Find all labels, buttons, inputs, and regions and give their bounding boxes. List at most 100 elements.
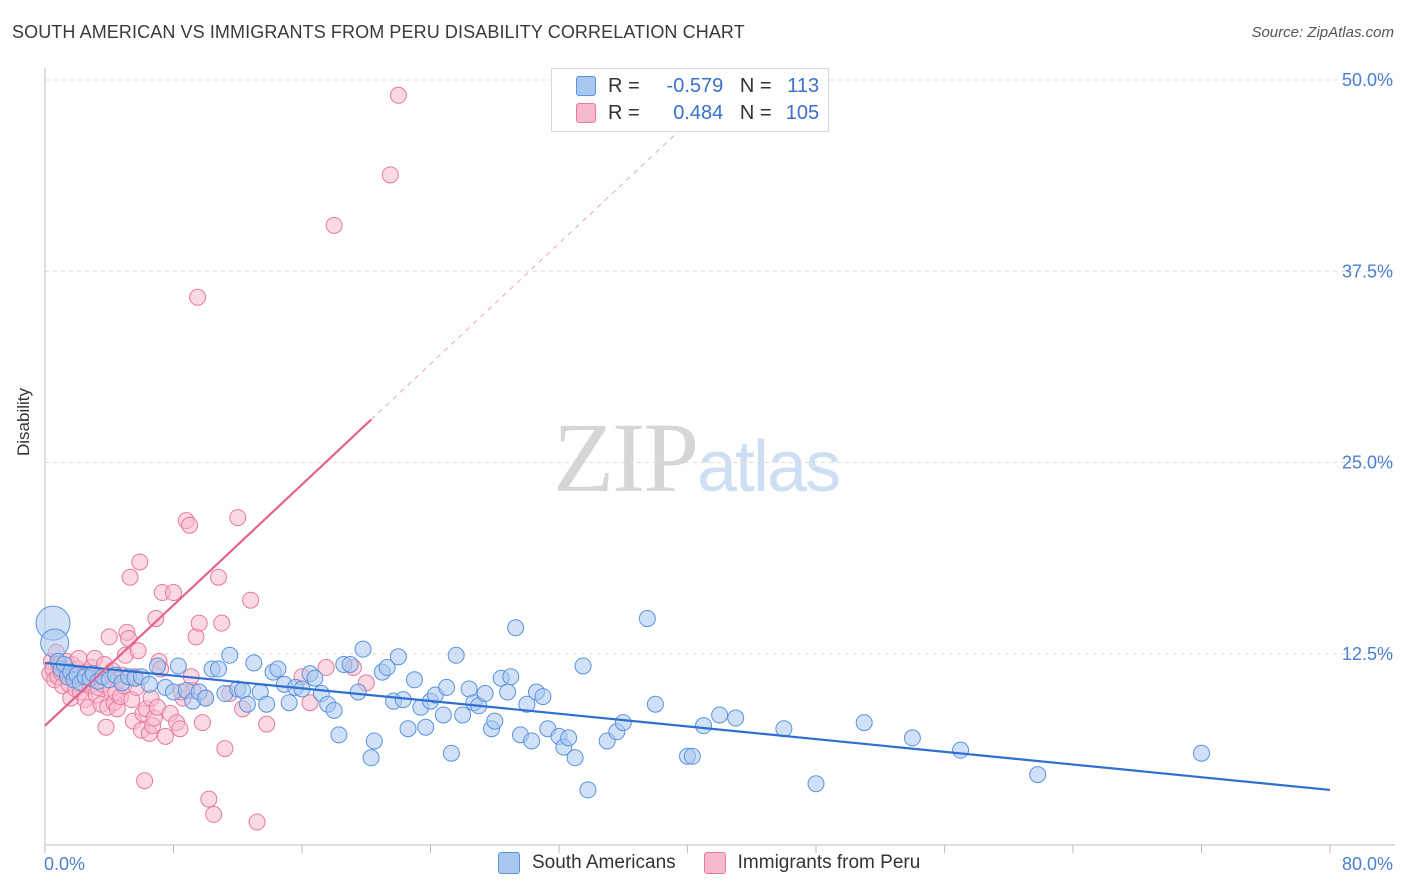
- x-tick-label: 0.0%: [44, 854, 85, 874]
- data-point-peru: [317, 659, 335, 677]
- data-point-peru: [216, 740, 234, 758]
- data-point-south-american: [245, 654, 263, 672]
- data-point-south-american: [646, 695, 664, 713]
- trend-line-peru: [44, 418, 372, 727]
- data-point-peru: [190, 614, 208, 632]
- data-point-peru: [181, 516, 199, 534]
- y-tick-label: 25.0%: [1342, 453, 1393, 473]
- data-point-south-american: [566, 749, 584, 767]
- data-point-peru: [121, 568, 139, 586]
- data-point-south-american: [197, 689, 215, 707]
- data-point-south-american: [476, 685, 494, 703]
- data-point-south-american: [341, 655, 359, 673]
- data-point-south-american: [238, 695, 256, 713]
- data-point-peru: [248, 813, 266, 831]
- data-point-south-american: [1193, 744, 1210, 762]
- data-point-south-american: [365, 732, 383, 750]
- data-point-south-american: [399, 720, 417, 738]
- data-point-peru: [100, 628, 118, 646]
- legend-label: Immigrants from Peru: [737, 852, 921, 873]
- data-point-south-american: [855, 714, 873, 732]
- data-point-peru: [301, 694, 319, 712]
- data-point-peru: [200, 790, 218, 808]
- series-south-american-points: [35, 605, 1210, 799]
- data-point-peru: [165, 584, 182, 602]
- data-point-south-american: [486, 712, 504, 730]
- axes: [44, 68, 1395, 853]
- data-point-south-american: [280, 694, 298, 712]
- trend-line-peru-extension: [370, 130, 680, 421]
- legend-item-peru: Immigrants from Peru: [703, 852, 921, 874]
- legend-item-south-americans: South Americans: [498, 852, 676, 874]
- n-value: 105: [785, 101, 820, 124]
- data-point-south-american: [389, 648, 407, 666]
- data-point-south-american: [221, 646, 239, 664]
- data-point-south-american: [454, 706, 472, 724]
- r-value: 0.484: [673, 101, 724, 124]
- trend-lines: [44, 130, 1331, 792]
- y-tick-label: 12.5%: [1342, 644, 1393, 664]
- data-point-south-american: [727, 709, 745, 727]
- r-value: -0.579: [666, 74, 724, 97]
- data-point-peru: [242, 591, 260, 609]
- legend-swatch-blue: [576, 76, 596, 96]
- data-point-south-american: [148, 657, 166, 675]
- legend-swatch-pink: [703, 852, 726, 874]
- n-value: 113: [787, 74, 820, 97]
- chart-title: SOUTH AMERICAN VS IMMIGRANTS FROM PERU D…: [12, 22, 745, 42]
- data-point-peru: [213, 614, 231, 632]
- data-point-south-american: [574, 657, 592, 675]
- data-point-south-american: [362, 749, 380, 767]
- legend-row-peru: R = 0.484 N = 105: [576, 100, 819, 126]
- data-point-south-american: [417, 718, 435, 736]
- data-point-south-american: [140, 675, 158, 693]
- data-point-south-american: [502, 668, 520, 686]
- data-point-south-american: [695, 717, 713, 735]
- data-point-peru: [205, 805, 223, 823]
- data-point-south-american: [209, 660, 227, 678]
- data-point-south-american: [269, 660, 287, 678]
- data-point-south-american: [434, 706, 452, 724]
- legend-swatch-pink: [576, 103, 596, 123]
- source-label: Source: ZipAtlas.com: [1251, 24, 1394, 41]
- watermark-atlas: atlas: [697, 427, 841, 507]
- data-point-peru: [229, 509, 247, 527]
- data-point-south-american: [952, 741, 970, 759]
- data-point-south-american: [354, 640, 372, 658]
- data-point-south-american: [534, 688, 552, 706]
- legend-row-south-americans: R = -0.579 N = 113: [576, 73, 819, 99]
- data-point-peru: [209, 568, 227, 586]
- data-point-south-american: [378, 659, 396, 677]
- data-point-peru: [156, 727, 174, 745]
- data-point-peru: [131, 553, 149, 571]
- r-label: R =: [608, 101, 640, 124]
- tick-labels: 12.5% 25.0% 37.5% 50.0% 0.0% 80.0%: [44, 70, 1393, 874]
- r-label: R =: [608, 74, 640, 97]
- data-point-peru: [171, 720, 189, 738]
- data-point-south-american: [442, 744, 460, 762]
- watermark: ZIPatlas: [553, 400, 841, 515]
- y-tick-label: 37.5%: [1342, 261, 1393, 281]
- data-point-south-american: [523, 732, 541, 750]
- data-point-south-american: [306, 669, 324, 687]
- data-point-peru: [193, 714, 211, 732]
- data-point-south-american: [169, 657, 187, 675]
- data-point-peru: [147, 610, 165, 628]
- data-point-south-american: [438, 678, 456, 696]
- data-point-peru: [187, 628, 205, 646]
- trend-line-south-americans: [44, 661, 1331, 792]
- y-tick-label: 50.0%: [1342, 70, 1393, 90]
- n-label: N =: [739, 101, 772, 124]
- data-point-south-american: [499, 683, 517, 701]
- data-point-peru: [136, 772, 154, 790]
- data-point-south-american: [325, 701, 343, 719]
- data-point-peru: [381, 166, 399, 184]
- grid: [45, 79, 1395, 655]
- data-point-south-american: [518, 695, 536, 713]
- data-point-peru: [258, 715, 276, 733]
- x-tick-label: 80.0%: [1342, 854, 1393, 874]
- data-point-south-american: [711, 706, 729, 724]
- data-point-south-american: [447, 646, 465, 664]
- series-legend: South Americans Immigrants from Peru: [498, 852, 948, 874]
- data-point-south-american: [507, 619, 525, 637]
